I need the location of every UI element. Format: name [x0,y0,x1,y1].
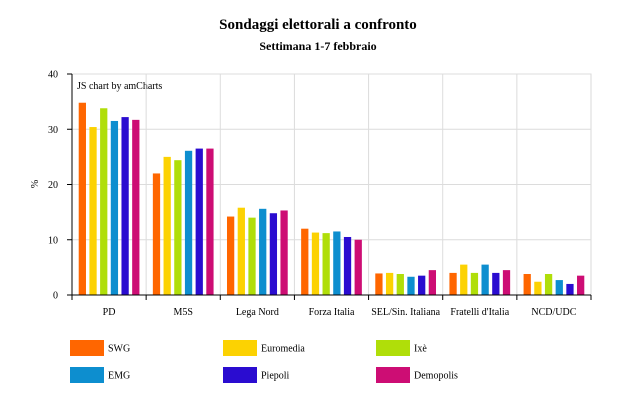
y-axis-label: % [30,180,41,188]
bar[interactable]: Demopolis — Forza Italia: 10 [354,239,362,295]
bar[interactable]: SWG — M5S: 22 [152,173,161,295]
bar[interactable]: EMG — SEL/Sin. Italiana: 3.3 [407,276,415,295]
bar[interactable]: Ixè — Fratelli d'Italia: 4 [470,272,479,295]
bar[interactable]: Piepoli — Lega Nord: 14.8 [269,213,278,295]
bar[interactable]: Piepoli — PD: 32.2 [121,117,129,295]
legend-swatch [376,367,410,383]
x-tick-label: NCD/UDC [531,307,576,318]
x-tick-label: Fratelli d'Italia [450,307,509,318]
bar[interactable]: SWG — SEL/Sin. Italiana: 3.9 [375,273,383,295]
bar[interactable]: EMG — Forza Italia: 11.5 [333,231,341,295]
bar[interactable]: Demopolis — M5S: 26.5 [206,148,214,295]
bar[interactable]: SWG — PD: 34.8 [78,102,86,295]
bar[interactable]: Ixè — M5S: 24.4 [174,160,182,295]
bar[interactable]: Euromedia — Lega Nord: 15.8 [237,207,245,295]
series-piepoli: Piepoli — PD: 32.2 Piepoli — M5S: 26.5 Pie… [121,117,574,295]
bar[interactable]: SWG — Lega Nord: 14.2 [226,216,235,295]
series-swg: SWG — PD: 34.8 SWG — M5S: 22 SWG — Lega No… [78,102,531,295]
chart-subtitle: Settimana 1-7 febbraio [259,39,376,53]
legend-label: SWG [108,344,130,355]
legend-label: EMG [108,371,130,382]
x-tick-label: Lega Nord [236,307,279,318]
bar[interactable]: Euromedia — NCD/UDC: 2.4 [534,281,542,295]
legend-item[interactable]: EMG [70,367,130,383]
bar[interactable]: Ixè — Forza Italia: 11.2 [322,233,330,295]
legend-item[interactable]: SWG [70,340,130,356]
bar[interactable]: SWG — Forza Italia: 12 [301,228,309,295]
x-tick-label: Forza Italia [309,307,355,318]
bar[interactable]: Euromedia — PD: 30.4 [89,127,97,295]
legend-item[interactable]: Demopolis [376,367,458,383]
legend-swatch [223,340,257,356]
bar[interactable]: Demopolis — PD: 31.7 [132,119,140,295]
bar[interactable]: Piepoli — M5S: 26.5 [195,148,203,295]
legend-swatch [70,367,104,383]
legend-item[interactable]: Piepoli [223,367,290,383]
bar[interactable]: Demopolis — SEL/Sin. Italiana: 4.5 [428,270,437,295]
y-tick-label: 0 [53,291,58,302]
chart-title: Sondaggi elettorali a confronto [219,17,417,33]
bar[interactable]: EMG — Lega Nord: 15.6 [259,208,267,295]
y-tick-label: 40 [48,70,58,81]
bar[interactable]: Demopolis — Fratelli d'Italia: 4.5 [502,270,511,295]
bar[interactable]: EMG — PD: 31.5 [110,120,119,296]
bar[interactable]: EMG — Fratelli d'Italia: 5.5 [481,264,489,295]
bar[interactable]: Demopolis — Lega Nord: 15.3 [280,210,288,295]
legend-swatch [376,340,410,356]
amcharts-credit[interactable]: JS chart by amCharts [77,81,162,92]
y-tick-label: 10 [48,235,58,246]
y-tick-label: 20 [48,180,58,191]
series-demopolis: Demopolis — PD: 31.7 Demopolis — M5S: 26.… [132,119,585,295]
x-tick-label: PD [103,307,116,318]
legend-swatch [223,367,257,383]
legend-label: Euromedia [261,344,305,355]
x-tick-label: SEL/Sin. Italiana [371,307,440,318]
bar[interactable]: Ixè — Lega Nord: 14 [248,217,256,295]
bar[interactable]: Euromedia — Fratelli d'Italia: 5.5 [460,264,468,295]
legend-item[interactable]: Ixè [376,340,427,356]
legend-label: Piepoli [261,371,290,382]
bar[interactable]: Ixè — SEL/Sin. Italiana: 3.8 [396,274,404,295]
bar[interactable]: Piepoli — Forza Italia: 10.5 [343,236,352,295]
legend: SWG Euromedia Ixè EMG Piepoli Demopolis [70,340,458,383]
legend-label: Demopolis [414,371,458,382]
bar[interactable]: Euromedia — M5S: 25 [163,156,171,295]
bar[interactable]: Euromedia — Forza Italia: 11.3 [311,232,320,295]
bar[interactable]: Ixè — NCD/UDC: 3.8 [544,274,553,295]
bar[interactable]: Ixè — PD: 33.8 [100,108,108,295]
x-tick-label: M5S [173,307,192,318]
legend-swatch [70,340,104,356]
series-ix-: Ixè — PD: 33.8 Ixè — M5S: 24.4 Ixè — Lega … [100,108,553,295]
y-tick-label: 30 [48,125,58,136]
plot-area: 0 10 20 30 40 PD M5S Lega Nord Forza Italia SEL/S… [48,70,592,318]
bar[interactable]: Piepoli — SEL/Sin. Italiana: 3.5 [418,275,426,295]
series-emg: EMG — PD: 31.5 EMG — M5S: 26.1 EMG — Lega … [110,120,563,296]
bar[interactable]: Piepoli — NCD/UDC: 2 [566,283,574,295]
legend-label: Ixè [414,344,427,355]
bar[interactable]: Euromedia — SEL/Sin. Italiana: 4 [385,272,394,295]
legend-item[interactable]: Euromedia [223,340,305,356]
bar[interactable]: EMG — NCD/UDC: 2.7 [555,280,563,295]
bar[interactable]: SWG — Fratelli d'Italia: 4 [449,272,457,295]
bar[interactable]: Piepoli — Fratelli d'Italia: 4 [492,272,500,295]
bar[interactable]: SWG — NCD/UDC: 3.8 [523,274,531,295]
bar[interactable]: EMG — M5S: 26.1 [184,150,193,295]
series-euromedia: Euromedia — PD: 30.4 Euromedia — M5S: 25 E… [89,127,542,295]
bar[interactable]: Demopolis — NCD/UDC: 3.5 [577,275,585,295]
